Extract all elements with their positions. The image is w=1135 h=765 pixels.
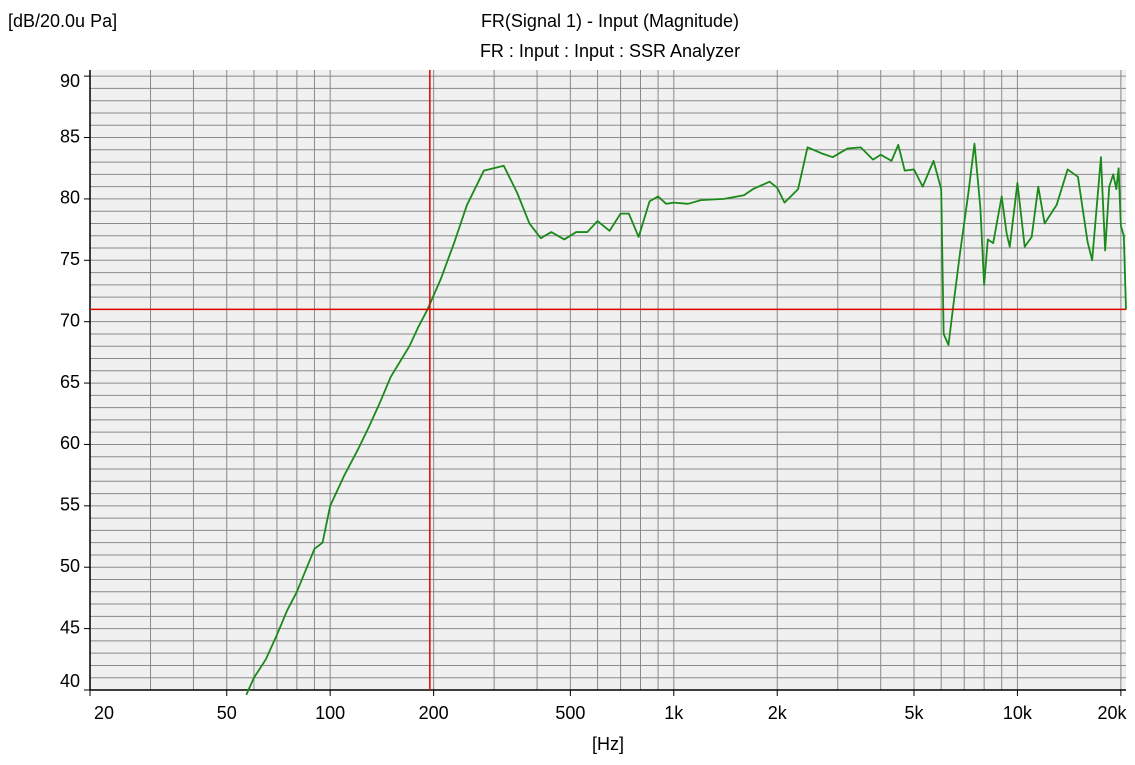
data-line: [245, 142, 1127, 696]
x-tick-label: 20: [94, 703, 114, 723]
x-tick-label: 200: [419, 703, 449, 723]
chart-subtitle: FR : Input : Input : SSR Analyzer: [480, 41, 740, 61]
y-tick-label: 50: [60, 556, 80, 576]
y-tick-label: 85: [60, 126, 80, 146]
y-axis-label: [dB/20.0u Pa]: [8, 11, 117, 31]
x-tick-label: 50: [217, 703, 237, 723]
y-tick-label: 40: [60, 671, 80, 691]
y-tick-label: 65: [60, 372, 80, 392]
x-tick-label: 2k: [768, 703, 788, 723]
x-tick-label: 100: [315, 703, 345, 723]
y-tick-label: 45: [60, 617, 80, 637]
plot-area: [90, 70, 1126, 690]
x-tick-label: 10k: [1003, 703, 1033, 723]
x-tick-label: 1k: [664, 703, 684, 723]
y-tick-label: 80: [60, 188, 80, 208]
y-tick-label: 75: [60, 249, 80, 269]
x-axis-label: [Hz]: [592, 734, 624, 754]
y-tick-label: 55: [60, 495, 80, 515]
x-tick-label: 500: [555, 703, 585, 723]
x-tick-label: 5k: [904, 703, 924, 723]
x-tick-label: 20k: [1097, 703, 1127, 723]
y-tick-label: 90: [60, 71, 80, 91]
chart-title: FR(Signal 1) - Input (Magnitude): [481, 11, 739, 31]
y-tick-label: 60: [60, 433, 80, 453]
y-tick-label: 70: [60, 310, 80, 330]
